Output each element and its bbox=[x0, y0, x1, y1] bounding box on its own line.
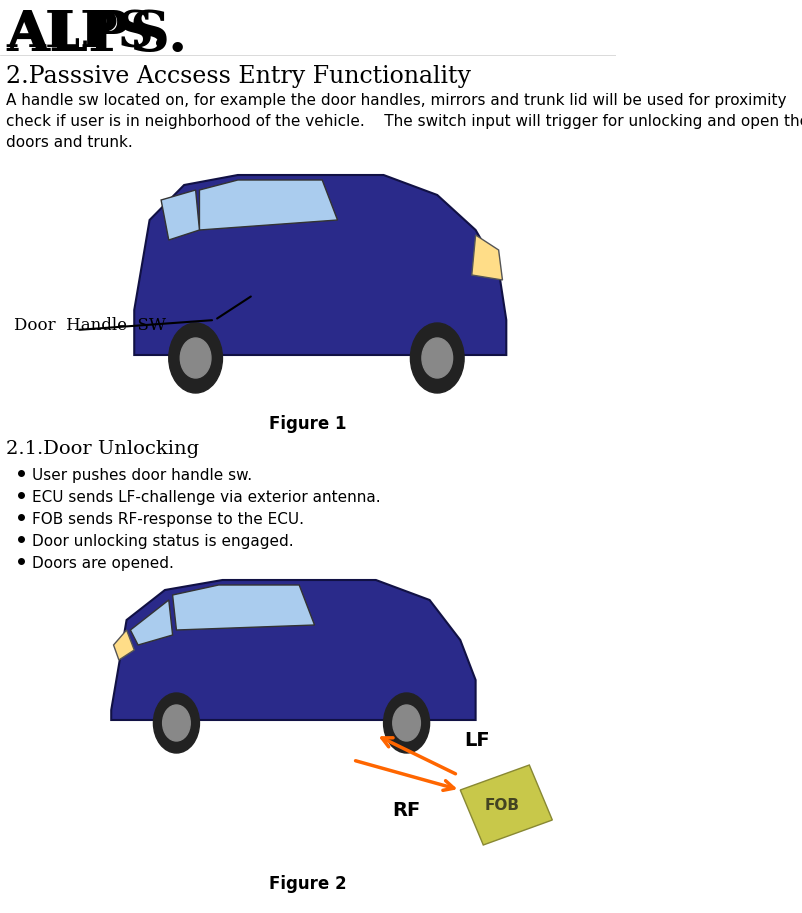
Polygon shape bbox=[111, 580, 475, 720]
Circle shape bbox=[180, 338, 211, 378]
Circle shape bbox=[383, 693, 429, 753]
Text: 2.Passsive Accsess Entry Functionality: 2.Passsive Accsess Entry Functionality bbox=[6, 65, 471, 88]
Text: 2.1.Door Unlocking: 2.1.Door Unlocking bbox=[6, 440, 199, 458]
Polygon shape bbox=[161, 190, 199, 240]
Circle shape bbox=[163, 705, 190, 741]
Polygon shape bbox=[113, 630, 134, 660]
Text: Doors are opened.: Doors are opened. bbox=[32, 556, 174, 571]
Polygon shape bbox=[199, 180, 337, 230]
Circle shape bbox=[421, 338, 452, 378]
Text: ALPS.: ALPS. bbox=[6, 10, 169, 59]
Polygon shape bbox=[460, 765, 552, 845]
Text: User pushes door handle sw.: User pushes door handle sw. bbox=[32, 468, 252, 483]
Text: Figure 1: Figure 1 bbox=[269, 415, 346, 433]
Circle shape bbox=[168, 323, 222, 393]
Text: ALPS.: ALPS. bbox=[6, 8, 188, 63]
Polygon shape bbox=[130, 600, 172, 645]
Text: LF: LF bbox=[464, 730, 489, 750]
Polygon shape bbox=[172, 585, 314, 630]
Text: ECU sends LF-challenge via exterior antenna.: ECU sends LF-challenge via exterior ante… bbox=[32, 490, 380, 505]
Circle shape bbox=[410, 323, 464, 393]
Text: Door  Handle  SW: Door Handle SW bbox=[14, 317, 165, 333]
Text: FOB sends RF-response to the ECU.: FOB sends RF-response to the ECU. bbox=[32, 512, 304, 527]
Circle shape bbox=[153, 693, 199, 753]
Polygon shape bbox=[472, 235, 502, 280]
Text: RF: RF bbox=[392, 801, 420, 820]
Circle shape bbox=[392, 705, 420, 741]
Text: A handle sw located on, for example the door handles, mirrors and trunk lid will: A handle sw located on, for example the … bbox=[6, 93, 802, 150]
Text: Door unlocking status is engaged.: Door unlocking status is engaged. bbox=[32, 534, 294, 549]
Text: Figure 2: Figure 2 bbox=[269, 875, 346, 893]
Polygon shape bbox=[134, 175, 506, 355]
Text: FOB: FOB bbox=[484, 797, 520, 813]
